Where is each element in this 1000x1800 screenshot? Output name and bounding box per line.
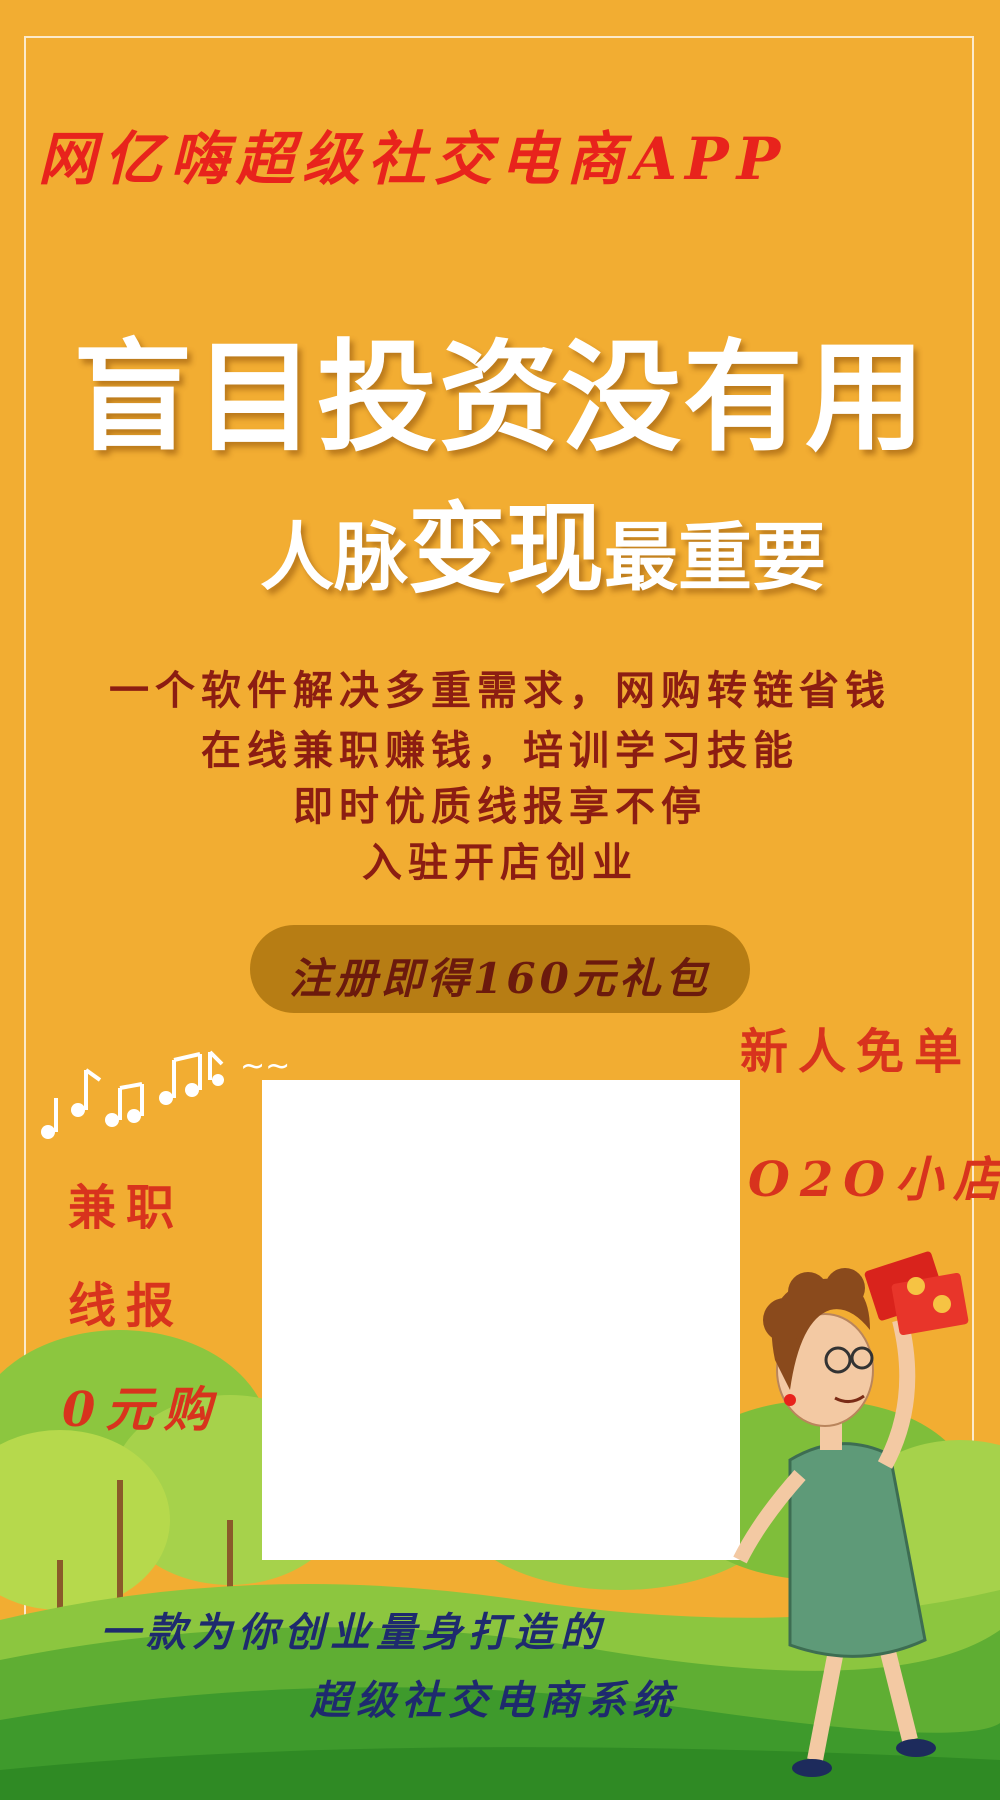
tag-zero-purchase: 0元购 [62, 1382, 222, 1438]
headline-part-bianxian: 变现 [408, 493, 605, 607]
description-line: 在线兼职赚钱，培训学习技能 [201, 727, 799, 774]
gift-button-label: 注册即得160元礼包 [289, 954, 711, 1003]
qr-code-placeholder[interactable] [262, 1080, 740, 1560]
slogan-line-2: 超级社交电商系统 [310, 1677, 678, 1724]
gift-button[interactable] [250, 925, 750, 1013]
app-title: 网亿嗨超级社交电商APP [38, 125, 789, 193]
description-line: 入驻开店创业 [362, 839, 638, 886]
tag-part-time: 兼职 [68, 1180, 185, 1236]
tree-canopy [0, 1430, 170, 1610]
headline-part-zuizhongyao: 最重要 [604, 515, 827, 601]
cartoon-woman-icon [733, 1251, 969, 1777]
headline-line-2: 人脉变现最重要 [260, 470, 950, 612]
description-line: 即时优质线报享不停 [293, 783, 707, 830]
music-notes-icon: ~~ [41, 1049, 290, 1139]
headline-part-renmai: 人脉 [260, 515, 408, 601]
tag-deals-report: 线报 [68, 1278, 185, 1334]
headline-line-1: 盲目投资没有用 [73, 329, 927, 468]
music-tilde: ~~ [240, 1049, 290, 1084]
slogan-line-1: 一款为你创业量身打造的 [100, 1609, 606, 1656]
red-envelope-icon [864, 1251, 969, 1336]
tag-o2o-shop: O2O小店 [748, 1152, 1000, 1208]
hill [0, 1747, 1000, 1800]
description-line: 一个软件解决多重需求，网购转链省钱 [109, 667, 891, 714]
tag-new-user-free: 新人免单 [740, 1024, 973, 1080]
